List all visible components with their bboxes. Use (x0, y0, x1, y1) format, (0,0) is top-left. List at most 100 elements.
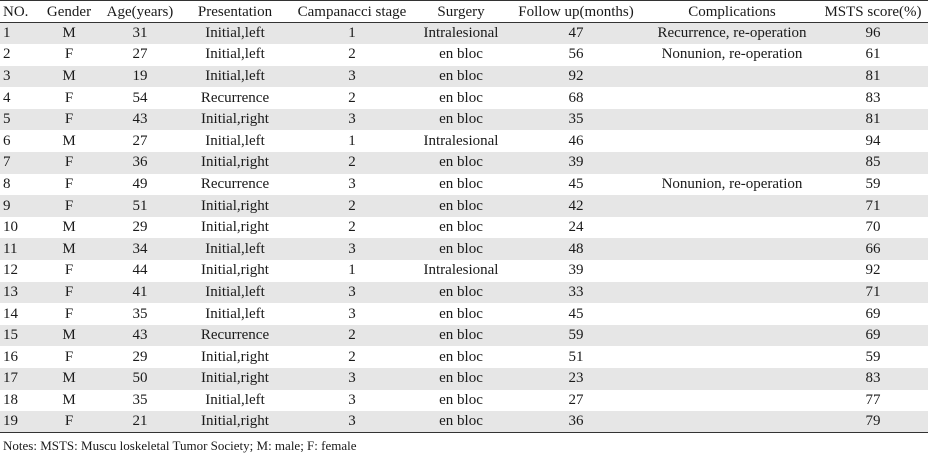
cell-age: 29 (132, 348, 148, 365)
cell-surgery: en bloc (439, 175, 483, 192)
cell-surgery: en bloc (439, 391, 483, 408)
cell-age: 43 (98, 324, 182, 347)
cell-gender: F (40, 152, 98, 174)
cell-surgery: en bloc (416, 281, 506, 304)
cell-no: 9 (0, 195, 40, 217)
cell-campanacci-stage: 2 (348, 46, 356, 63)
cell-no: 16 (3, 348, 18, 365)
header-gender: Gender (40, 0, 98, 23)
cell-complications (646, 195, 818, 217)
cell-presentation: Initial,right (201, 348, 269, 365)
cell-no: 3 (0, 65, 40, 88)
cell-complications (646, 87, 818, 109)
cell-follow-up: 33 (506, 281, 646, 304)
cell-follow-up: 56 (568, 46, 584, 63)
cell-age: 44 (132, 262, 148, 279)
cell-no: 19 (0, 411, 40, 434)
cell-surgery: en bloc (416, 152, 506, 174)
cell-presentation: Initial,left (182, 238, 288, 261)
cell-follow-up: 46 (568, 132, 584, 149)
cell-follow-up: 24 (568, 219, 584, 236)
cell-presentation: Initial,left (205, 305, 265, 322)
cell-surgery: en bloc (439, 89, 483, 106)
cell-campanacci-stage: 2 (348, 348, 356, 365)
cell-follow-up: 59 (506, 324, 646, 347)
cell-msts-score: 92 (865, 262, 881, 279)
cell-campanacci-stage: 1 (288, 22, 416, 45)
cell-no: 1 (0, 22, 40, 45)
cell-surgery: en bloc (416, 108, 506, 131)
cell-complications: Recurrence, re-operation (646, 22, 818, 45)
cell-follow-up: 36 (506, 411, 646, 434)
cell-presentation: Initial,right (182, 108, 288, 131)
cell-campanacci-stage: 3 (288, 65, 416, 88)
cell-gender: F (64, 262, 74, 279)
cell-msts-score: 71 (818, 195, 928, 217)
header-presentation: Presentation (182, 0, 288, 23)
cell-msts-score: 71 (818, 281, 928, 304)
header-complications: Complications (646, 0, 818, 23)
cell-campanacci-stage: 3 (288, 281, 416, 304)
cell-campanacci-stage: 2 (288, 324, 416, 347)
cell-presentation: Initial,left (182, 22, 288, 45)
cell-campanacci-stage: 3 (288, 238, 416, 261)
cell-campanacci-stage: 3 (288, 368, 416, 390)
cell-gender: M (62, 391, 76, 408)
table-row: 15 M 43 Recurrence 2 en bloc 59 69 (0, 324, 928, 347)
cell-age: 35 (132, 305, 148, 322)
cell-surgery: en bloc (439, 348, 483, 365)
cell-surgery: en bloc (439, 305, 483, 322)
cell-surgery: Intralesional (416, 22, 506, 45)
cell-surgery: en bloc (416, 368, 506, 390)
table-row: 10 M 29 Initial,right 2 en bloc 24 70 (0, 217, 928, 239)
cell-age: 41 (98, 281, 182, 304)
cell-campanacci-stage: 3 (288, 108, 416, 131)
cell-msts-score: 59 (865, 175, 881, 192)
cell-gender: F (40, 195, 98, 217)
cell-complications (646, 346, 818, 368)
cell-presentation: Initial,left (182, 281, 288, 304)
cell-complications (646, 108, 818, 131)
cell-no: 10 (3, 219, 18, 236)
cell-age: 35 (132, 391, 148, 408)
cell-no: 12 (3, 262, 18, 279)
cell-gender: M (62, 219, 76, 236)
cell-age: 43 (98, 108, 182, 131)
cell-no: 14 (3, 305, 18, 322)
cell-complications (646, 152, 818, 174)
cell-follow-up: 68 (568, 89, 584, 106)
table-header: NO. Gender Age(years) Presentation Campa… (0, 0, 928, 23)
cell-presentation: Initial,left (205, 46, 265, 63)
cell-no: 6 (3, 132, 11, 149)
cell-presentation: Initial,right (201, 219, 269, 236)
cell-campanacci-stage: 3 (348, 305, 356, 322)
cell-no: 8 (3, 175, 11, 192)
cell-complications (646, 217, 818, 239)
header-age: Age(years) (98, 0, 182, 23)
table-row: 1 M 31 Initial,left 1 Intralesional 47 Recurren… (0, 22, 928, 45)
cell-complications (646, 260, 818, 282)
cell-age: 51 (98, 195, 182, 217)
cell-gender: F (64, 89, 74, 106)
header-no: NO. (0, 0, 40, 23)
cell-gender: M (40, 324, 98, 347)
cell-complications: Nonunion, re-operation (661, 175, 803, 192)
cell-follow-up: 45 (568, 305, 584, 322)
cell-age: 34 (98, 238, 182, 261)
cell-follow-up: 35 (506, 108, 646, 131)
table-row: 16 F 29 Initial,right 2 en bloc 51 59 (0, 346, 928, 368)
cell-complications: Nonunion, re-operation (661, 46, 803, 63)
cell-presentation: Recurrence (200, 175, 270, 192)
cell-msts-score: 59 (865, 348, 881, 365)
cell-gender: F (40, 411, 98, 434)
table-row: 7 F 36 Initial,right 2 en bloc 39 85 (0, 152, 928, 174)
table-row: 19 F 21 Initial,right 3 en bloc 36 79 (0, 411, 928, 434)
cell-complications (646, 238, 818, 261)
cell-complications (646, 368, 818, 390)
table-row: 5 F 43 Initial,right 3 en bloc 35 81 (0, 108, 928, 131)
header-campanacci-stage: Campanacci stage (288, 0, 416, 23)
cell-gender: F (64, 175, 74, 192)
header-msts-score: MSTS score(%) (818, 0, 928, 23)
table-row: 9 F 51 Initial,right 2 en bloc 42 71 (0, 195, 928, 217)
